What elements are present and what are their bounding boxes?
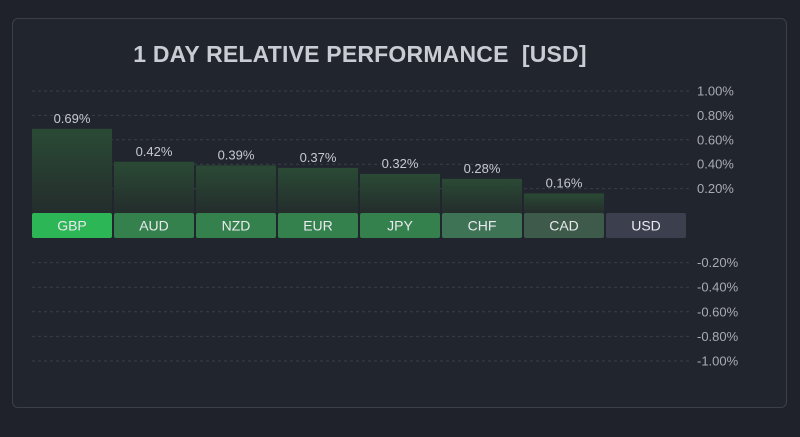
category-labels: GBP AUD NZD EUR JPY CHF CAD USD — [32, 213, 686, 238]
category-box-chf — [442, 213, 522, 238]
bar-gbp — [32, 128, 112, 213]
y-tick-label: -0.40% — [697, 280, 739, 295]
bar-cad — [524, 193, 604, 213]
category-label-jpy: JPY — [387, 218, 413, 234]
y-tick-label: -0.60% — [697, 304, 739, 319]
category-box-eur — [278, 213, 358, 238]
y-tick-label: 1.00% — [697, 84, 734, 99]
bar-eur — [278, 167, 358, 213]
bar-jpy — [360, 173, 440, 213]
value-label-cad: 0.16% — [546, 175, 583, 190]
value-label-eur: 0.37% — [300, 150, 337, 165]
y-tick-label: 0.80% — [697, 108, 734, 123]
category-label-cad: CAD — [549, 218, 579, 234]
category-label-gbp: GBP — [57, 218, 87, 234]
y-tick-label: -0.20% — [697, 255, 739, 270]
category-label-aud: AUD — [139, 218, 169, 234]
value-label-jpy: 0.32% — [382, 156, 419, 171]
y-tick-label: 0.20% — [697, 181, 734, 196]
category-label-nzd: NZD — [222, 218, 251, 234]
bar-aud — [114, 161, 194, 213]
category-label-chf: CHF — [468, 218, 497, 234]
value-label-gbp: 0.69% — [54, 111, 91, 126]
category-box-usd — [606, 213, 686, 238]
category-box-aud — [114, 213, 194, 238]
y-axis-ticks: 1.00% 0.80% 0.60% 0.40% 0.20% -0.20% -0.40% -0.… — [697, 84, 739, 369]
y-tick-label: -1.00% — [697, 354, 739, 369]
category-label-eur: EUR — [303, 218, 333, 234]
bar-nzd — [196, 165, 276, 213]
category-box-jpy — [360, 213, 440, 238]
bars: 0.69% 0.42% 0.39% 0.37% 0.32% 0.28% 0.16% — [32, 111, 604, 213]
bar-chf — [442, 178, 522, 213]
y-tick-label: -0.80% — [697, 329, 739, 344]
category-box-nzd — [196, 213, 276, 238]
category-box-gbp — [32, 213, 112, 238]
category-label-usd: USD — [631, 218, 661, 234]
category-box-cad — [524, 213, 604, 238]
value-label-nzd: 0.39% — [218, 147, 255, 162]
value-label-aud: 0.42% — [136, 144, 173, 159]
chart-title: 1 DAY RELATIVE PERFORMANCE [USD] — [133, 41, 587, 67]
y-tick-label: 0.40% — [697, 157, 734, 172]
y-tick-label: 0.60% — [697, 132, 734, 147]
value-label-chf: 0.28% — [464, 161, 501, 176]
